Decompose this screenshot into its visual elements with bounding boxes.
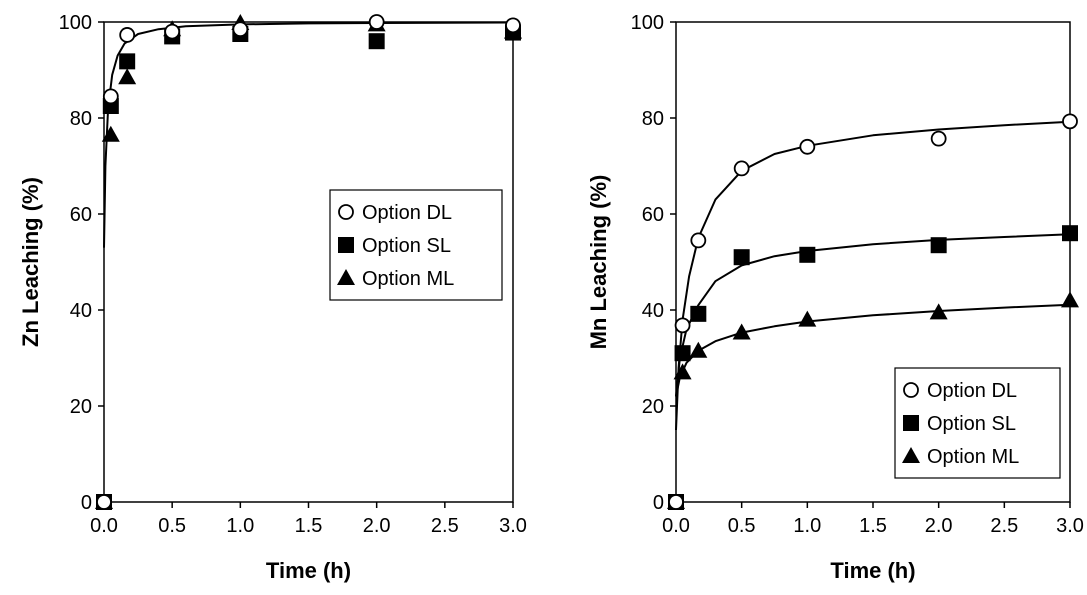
y-tick-label: 0 bbox=[653, 492, 664, 514]
x-tick-label: 2.0 bbox=[363, 515, 391, 537]
x-tick-label: 1.0 bbox=[793, 515, 821, 537]
fit-curve-filled-square bbox=[675, 233, 1071, 397]
data-point-filled-triangle bbox=[1061, 291, 1079, 308]
legend-marker-open-circle bbox=[903, 382, 919, 398]
y-tick-label: 100 bbox=[631, 12, 664, 34]
data-point-filled-square bbox=[690, 305, 707, 322]
x-tick-label: 2.0 bbox=[925, 515, 953, 537]
y-axis-label: Zn Leaching (%) bbox=[18, 177, 43, 347]
legend-box bbox=[894, 367, 1061, 479]
data-point-open-circle bbox=[674, 317, 691, 334]
data-point-filled-square bbox=[368, 33, 385, 50]
y-tick-label: 20 bbox=[642, 396, 664, 418]
legend-marker-filled-square bbox=[903, 415, 919, 431]
data-point-filled-square bbox=[733, 249, 750, 266]
y-tick-label: 100 bbox=[59, 12, 92, 34]
x-tick-label: 0.5 bbox=[158, 515, 186, 537]
data-point-open-circle bbox=[232, 21, 249, 38]
data-point-filled-square bbox=[930, 237, 947, 254]
legend-label: Option ML bbox=[362, 268, 454, 290]
y-tick-label: 0 bbox=[81, 492, 92, 514]
data-point-filled-triangle bbox=[732, 323, 751, 340]
data-point-open-circle bbox=[668, 494, 684, 510]
data-point-open-circle bbox=[690, 232, 707, 249]
legend-label: Option SL bbox=[362, 235, 451, 257]
data-point-filled-triangle bbox=[118, 68, 137, 85]
data-point-filled-square bbox=[1062, 225, 1078, 242]
y-tick-label: 80 bbox=[642, 108, 664, 130]
x-tick-label: 1.5 bbox=[295, 515, 323, 537]
legend-label: Option SL bbox=[927, 413, 1016, 435]
x-tick-label: 1.0 bbox=[226, 515, 254, 537]
x-tick-label: 3.0 bbox=[499, 515, 527, 537]
legend-marker-open-circle bbox=[338, 204, 354, 220]
y-tick-label: 40 bbox=[642, 300, 664, 322]
y-tick-label: 80 bbox=[70, 108, 92, 130]
legend-marker-filled-triangle bbox=[902, 447, 920, 463]
y-axis-label: Mn Leaching (%) bbox=[586, 175, 611, 350]
x-tick-label: 1.5 bbox=[859, 515, 887, 537]
legend-label: Option ML bbox=[927, 446, 1019, 468]
data-point-open-circle bbox=[733, 160, 750, 177]
x-axis-label: Time (h) bbox=[266, 558, 351, 583]
data-point-filled-triangle bbox=[673, 363, 692, 380]
data-point-filled-triangle bbox=[101, 125, 120, 142]
y-tick-label: 20 bbox=[70, 396, 92, 418]
legend-box bbox=[329, 189, 503, 301]
data-point-filled-square bbox=[799, 246, 816, 263]
y-tick-label: 40 bbox=[70, 300, 92, 322]
legend-label: Option DL bbox=[362, 202, 452, 224]
data-point-open-circle bbox=[505, 17, 521, 34]
x-tick-label: 2.5 bbox=[990, 515, 1018, 537]
x-tick-label: 2.5 bbox=[431, 515, 459, 537]
legend-marker-filled-square bbox=[338, 237, 354, 253]
data-point-open-circle bbox=[1062, 113, 1078, 130]
data-point-open-circle bbox=[96, 494, 112, 510]
data-point-filled-square bbox=[674, 345, 691, 362]
fit-curve-filled-triangle bbox=[675, 303, 1071, 397]
data-point-open-circle bbox=[164, 23, 181, 40]
x-tick-label: 0.0 bbox=[90, 515, 118, 537]
x-tick-label: 3.0 bbox=[1056, 515, 1084, 537]
data-point-filled-square bbox=[119, 53, 136, 70]
x-axis-label: Time (h) bbox=[830, 558, 915, 583]
data-point-filled-triangle bbox=[798, 310, 817, 327]
data-point-filled-triangle bbox=[689, 341, 708, 358]
zn-leaching-chart: 0 20 40 60 80 100 0.0 0.5 1.0 1.5 2.0 2.5 3.0 Time (h… bbox=[18, 12, 527, 583]
data-point-open-circle bbox=[102, 88, 119, 105]
data-point-filled-triangle bbox=[929, 303, 948, 320]
data-point-open-circle bbox=[799, 138, 816, 155]
data-point-open-circle bbox=[368, 14, 385, 30]
x-tick-label: 0.0 bbox=[662, 515, 690, 537]
mn-leaching-chart: 0 20 40 60 80 100 0.0 0.5 1.0 1.5 2.0 2.5 3.0 Time (h… bbox=[586, 12, 1084, 583]
y-tick-label: 60 bbox=[70, 204, 92, 226]
legend-label: Option DL bbox=[927, 380, 1017, 402]
data-point-open-circle bbox=[930, 130, 947, 147]
x-tick-label: 0.5 bbox=[728, 515, 756, 537]
y-tick-label: 60 bbox=[642, 204, 664, 226]
legend-marker-filled-triangle bbox=[337, 269, 355, 285]
data-point-open-circle bbox=[119, 27, 136, 43]
